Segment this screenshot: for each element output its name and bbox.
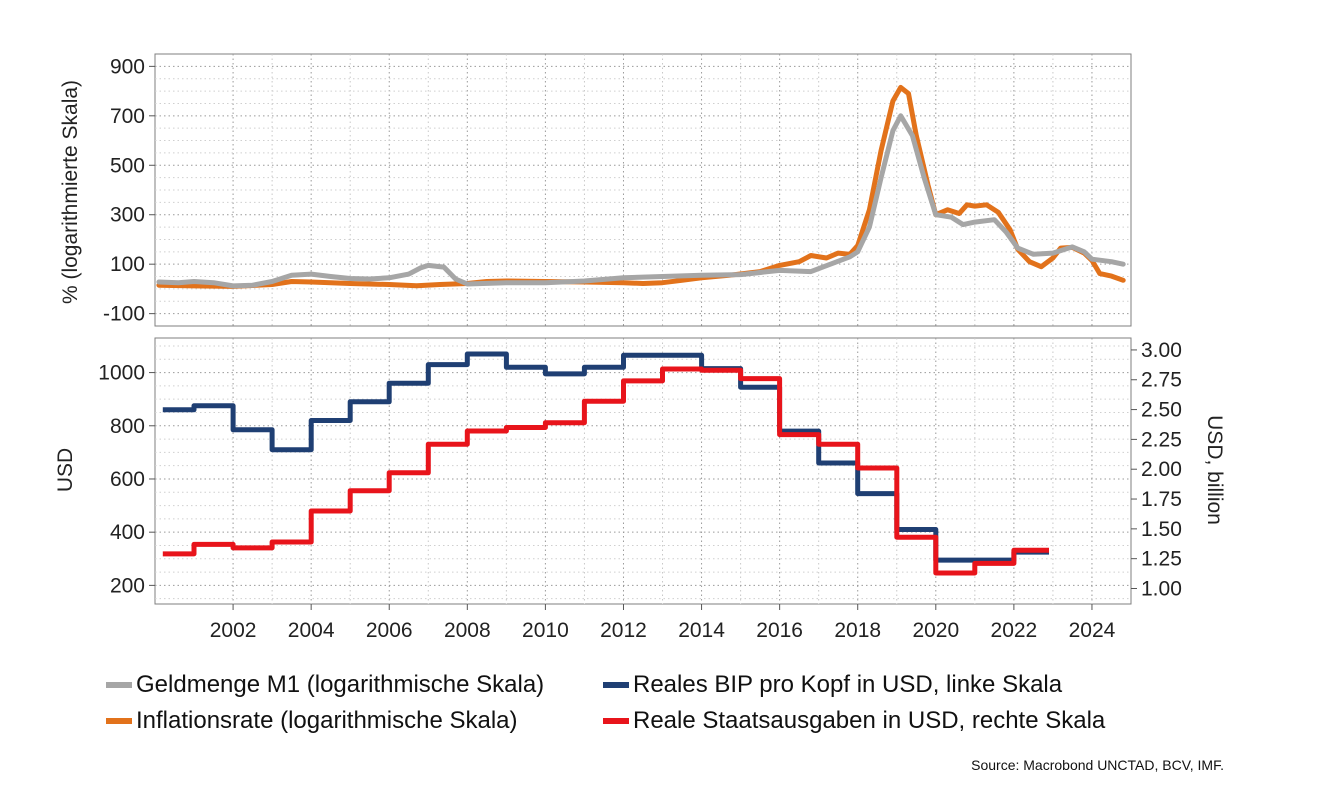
x-tick-label: 2008 xyxy=(444,619,491,642)
bottom-left-y-axis-title: USD xyxy=(54,448,77,492)
legend-swatch-inflation xyxy=(106,718,132,724)
x-tick-label: 2024 xyxy=(1069,619,1116,642)
x-tick-label: 2010 xyxy=(522,619,569,642)
legend-label-inflation: Inflationsrate (logarithmische Skala) xyxy=(136,707,518,734)
top-ytick-label: 700 xyxy=(110,105,145,128)
legend-label-bip: Reales BIP pro Kopf in USD, linke Skala xyxy=(633,671,1063,698)
bottom-right-ytick-label: 1.00 xyxy=(1141,577,1182,600)
bottom-left-ytick-label: 800 xyxy=(110,415,145,438)
x-tick-label: 2016 xyxy=(756,619,803,642)
top-panel: -100 100 300 500 700 900 xyxy=(103,53,1132,327)
top-ytick-label: 900 xyxy=(110,55,145,78)
legend-label-geldmenge: Geldmenge M1 (logarithmische Skala) xyxy=(136,671,545,698)
legend-item-inflation: Inflationsrate (logarithmische Skala) xyxy=(106,707,518,735)
bottom-right-y-axis-title: USD, billion xyxy=(1203,415,1226,525)
bottom-left-ytick-label: 1000 xyxy=(98,362,145,385)
government-spending-line xyxy=(162,366,1049,576)
x-tick-label: 2022 xyxy=(991,619,1038,642)
bottom-left-ytick-label: 200 xyxy=(110,574,145,597)
x-tick-label: 2004 xyxy=(288,619,335,642)
x-tick-label: 2018 xyxy=(834,619,881,642)
bottom-right-ytick-label: 2.50 xyxy=(1141,399,1182,422)
bottom-right-ytick-label: 2.25 xyxy=(1141,428,1182,451)
bottom-right-ytick-label: 3.00 xyxy=(1141,339,1182,362)
bottom-left-ytick-label: 600 xyxy=(110,468,145,491)
bottom-panel: 200 400 600 800 1000 1.00 1.25 1.50 1.75 2.00 2.25… xyxy=(98,337,1182,605)
legend-item-bip: Reales BIP pro Kopf in USD, linke Skala xyxy=(603,671,1062,699)
legend-item-geldmenge: Geldmenge M1 (logarithmische Skala) xyxy=(106,671,544,699)
top-ytick-label: 100 xyxy=(110,253,145,276)
x-tick-label: 2002 xyxy=(210,619,257,642)
x-tick-label: 2020 xyxy=(912,619,959,642)
legend-label-staatsausgaben: Reale Staatsausgaben in USD, rechte Skal… xyxy=(633,707,1106,734)
legend-swatch-bip xyxy=(603,682,629,688)
x-tick-label: 2014 xyxy=(678,619,725,642)
source-note: Source: Macrobond UNCTAD, BCV, IMF. xyxy=(971,757,1224,773)
m1-line xyxy=(156,113,1126,289)
x-tick-label: 2006 xyxy=(366,619,413,642)
bottom-left-ytick-label: 400 xyxy=(110,521,145,544)
legend-swatch-staatsausgaben xyxy=(603,718,629,724)
legend-swatch-geldmenge xyxy=(106,682,132,688)
bottom-right-ytick-label: 2.00 xyxy=(1141,458,1182,481)
bottom-right-ytick-label: 1.75 xyxy=(1141,488,1182,511)
legend-item-staatsausgaben: Reale Staatsausgaben in USD, rechte Skal… xyxy=(603,707,1105,735)
gdp-per-capita-line xyxy=(162,351,1049,563)
top-y-axis-title: % (logarithmierte Skala) xyxy=(59,80,82,304)
top-ytick-label: 500 xyxy=(110,154,145,177)
top-ytick-label: -100 xyxy=(103,303,145,326)
bottom-right-ytick-label: 1.50 xyxy=(1141,518,1182,541)
x-tick-label: 2012 xyxy=(600,619,647,642)
bottom-right-ytick-label: 2.75 xyxy=(1141,369,1182,392)
top-ytick-label: 300 xyxy=(110,204,145,227)
x-axis: 2002 2004 2006 2008 2010 2012 2014 2016 2018 2020… xyxy=(210,604,1116,642)
bottom-right-ytick-label: 1.25 xyxy=(1141,548,1182,571)
